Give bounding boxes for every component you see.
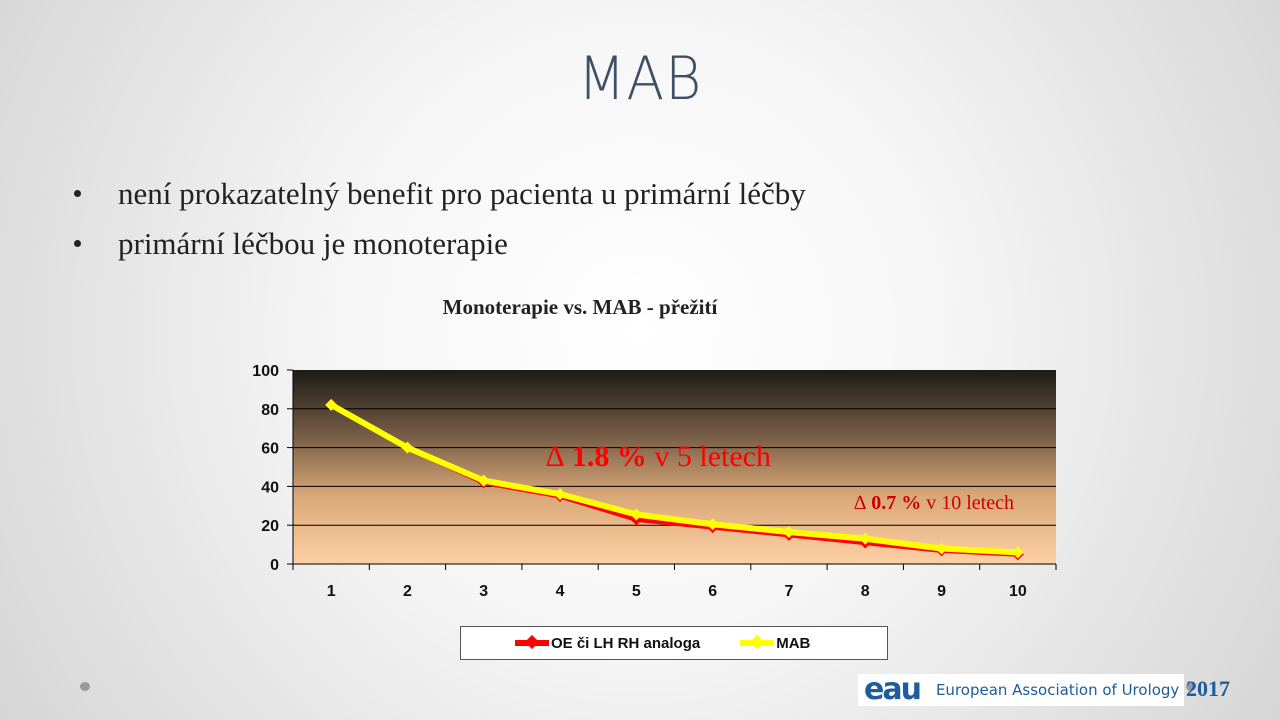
annotation-label: v 5 letech: [654, 440, 771, 473]
chart-title: Monoterapie vs. MAB - přežití: [442, 295, 718, 319]
y-tick-label: 20: [261, 518, 279, 535]
data-point: [706, 518, 719, 531]
data-point: [477, 474, 490, 487]
series-line-mab: [329, 402, 1019, 556]
x-tick-label: 8: [861, 583, 870, 600]
annotation-delta-symbol: ∆: [546, 440, 564, 473]
footer-year: 2017: [1186, 676, 1230, 701]
eau-logo: eau European Association of Urology: [858, 674, 1184, 706]
annotation-value: 0.7 %: [871, 492, 921, 514]
x-tick-label: 5: [632, 583, 641, 600]
y-tick-label: 80: [261, 402, 279, 419]
x-tick-label: 7: [784, 583, 793, 600]
data-point: [630, 508, 643, 521]
x-tick-label: 2: [403, 583, 412, 600]
data-point: [859, 532, 872, 545]
y-tick-label: 100: [252, 363, 279, 380]
x-tick-label: 4: [556, 583, 565, 600]
x-tick-label: 1: [327, 583, 336, 600]
bullet-item: není prokazatelný benefit pro pacienta u…: [70, 172, 806, 222]
x-tick-label: 3: [479, 583, 488, 600]
y-tick-label: 0: [270, 557, 279, 574]
eau-logo-mark: eau: [864, 674, 922, 706]
chart-legend: OE či LH RH analoga MAB: [460, 626, 888, 660]
y-tick-label: 40: [261, 479, 279, 496]
legend-swatch-red: [515, 640, 549, 646]
x-tick-label: 6: [708, 583, 717, 600]
annotation-value: 1.8 %: [572, 440, 647, 473]
data-point: [782, 525, 795, 538]
annotation-delta-symbol: ∆: [854, 492, 866, 514]
eau-logo-text: European Association of Urology: [935, 681, 1180, 699]
data-point: [554, 488, 567, 501]
legend-entry-mab: MAB: [740, 635, 810, 652]
annotation-5-years: ∆ 1.8 % v 5 letech: [546, 440, 771, 473]
data-point: [935, 542, 948, 555]
slide-title: MAB: [577, 44, 703, 114]
data-point: [1011, 546, 1024, 559]
data-point: [325, 398, 338, 411]
x-tick-label: 9: [937, 583, 946, 600]
legend-entry-oe: OE či LH RH analoga: [515, 635, 700, 652]
x-tick-label: 10: [1009, 583, 1027, 600]
data-point: [401, 441, 414, 454]
footer-dot-right: [1186, 682, 1196, 691]
legend-label: MAB: [776, 634, 811, 652]
legend-label: OE či LH RH analoga: [551, 634, 701, 652]
bullet-item: primární léčbou je monoterapie: [70, 222, 806, 272]
annotation-label: v 10 letech: [926, 492, 1014, 514]
bullet-list: není prokazatelný benefit pro pacienta u…: [70, 172, 806, 272]
annotation-10-years: ∆ 0.7 % v 10 letech: [854, 492, 1014, 514]
plot-area: [293, 370, 1056, 564]
footer-dot-left: [80, 682, 90, 691]
y-tick-label: 60: [261, 441, 279, 458]
legend-swatch-yellow: [740, 640, 775, 646]
